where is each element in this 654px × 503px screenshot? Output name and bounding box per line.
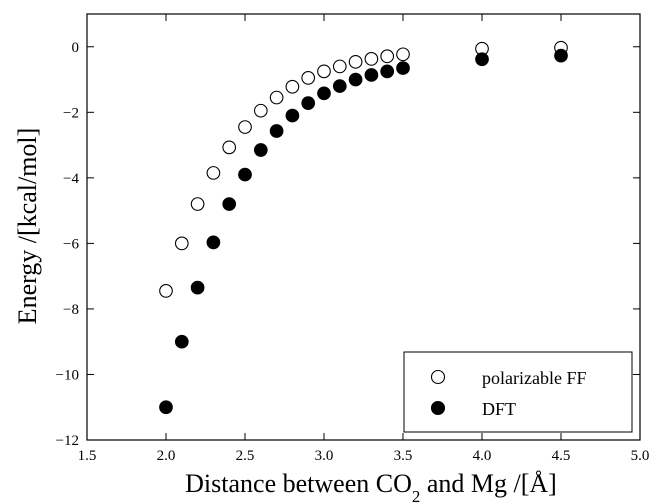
- data-point-dft: [238, 167, 252, 182]
- data-point-dft: [222, 197, 237, 211]
- data-point-polarizable-ff: [317, 64, 331, 79]
- data-point-polarizable-ff: [174, 236, 189, 251]
- data-point-polarizable-ff: [253, 103, 268, 118]
- plot-area-frame: [86, 13, 641, 441]
- data-point-dft: [364, 68, 379, 82]
- data-point-dft: [285, 108, 300, 123]
- data-point-dft: [253, 143, 268, 157]
- data-point-polarizable-ff: [222, 140, 237, 155]
- data-point-dft: [159, 400, 173, 415]
- y-axis-title: Energy /[kcal/mol]: [13, 128, 42, 325]
- data-point-polarizable-ff: [364, 52, 379, 66]
- x-tick-label: 3.5: [394, 448, 413, 464]
- data-point-dft: [269, 124, 284, 138]
- x-axis-title: Distance between CO2 and Mg /[Å]: [185, 469, 557, 503]
- x-tick-label: 4.0: [473, 448, 492, 464]
- legend-marker-dft: [430, 400, 446, 416]
- x-tick-label: 2.5: [236, 448, 255, 464]
- y-tick-label: −6: [63, 236, 79, 252]
- data-point-dft: [380, 64, 395, 79]
- x-tick-label: 5.0: [631, 448, 650, 464]
- y-tick-label: −8: [63, 302, 79, 318]
- legend-box: [403, 351, 633, 433]
- y-tick-label: −4: [63, 171, 79, 187]
- tick-marks: [86, 14, 641, 441]
- tick-labels: 1.5 2.0 2.5 3.0 3.5 4.0 4.5 5.0 −12 −10 −8 −6 −4 −2 0: [56, 40, 650, 464]
- legend-marker-polarizable-ff: [430, 369, 446, 385]
- data-point-polarizable-ff: [380, 49, 395, 64]
- data-point-dft: [190, 280, 205, 295]
- data-point-dft: [174, 334, 189, 349]
- legend-label-dft: DFT: [482, 399, 516, 419]
- y-tick-label: −12: [56, 433, 79, 449]
- x-tick-label: 2.0: [157, 448, 176, 464]
- legend: polarizable FF DFT: [403, 351, 633, 433]
- data-point-polarizable-ff: [301, 71, 316, 85]
- data-point-polarizable-ff: [269, 90, 284, 105]
- data-point-dft: [332, 79, 347, 93]
- data-point-dft: [348, 72, 363, 87]
- data-point-dft: [317, 86, 331, 101]
- data-point-polarizable-ff: [206, 166, 221, 180]
- data-point-polarizable-ff: [285, 79, 300, 94]
- data-point-polarizable-ff: [159, 284, 173, 298]
- x-tick-label: 3.0: [315, 448, 334, 464]
- y-tick-label: 0: [72, 40, 80, 56]
- data-point-polarizable-ff: [396, 47, 410, 62]
- x-tick-label: 4.5: [552, 448, 571, 464]
- x-axis-title-subscript: 2: [412, 487, 421, 503]
- data-point-dft: [206, 235, 221, 250]
- legend-label-polarizable-ff: polarizable FF: [482, 368, 586, 388]
- data-points: [159, 40, 568, 415]
- data-point-polarizable-ff: [238, 120, 252, 134]
- x-tick-label: 1.5: [78, 448, 97, 464]
- data-point-dft: [396, 61, 410, 75]
- data-point-dft: [475, 52, 489, 67]
- data-point-dft: [554, 48, 568, 63]
- data-point-polarizable-ff: [190, 197, 205, 211]
- y-tick-label: −2: [63, 105, 79, 121]
- data-point-polarizable-ff: [348, 54, 363, 69]
- data-point-dft: [301, 96, 316, 110]
- y-tick-label: −10: [56, 367, 79, 383]
- data-point-polarizable-ff: [332, 59, 347, 74]
